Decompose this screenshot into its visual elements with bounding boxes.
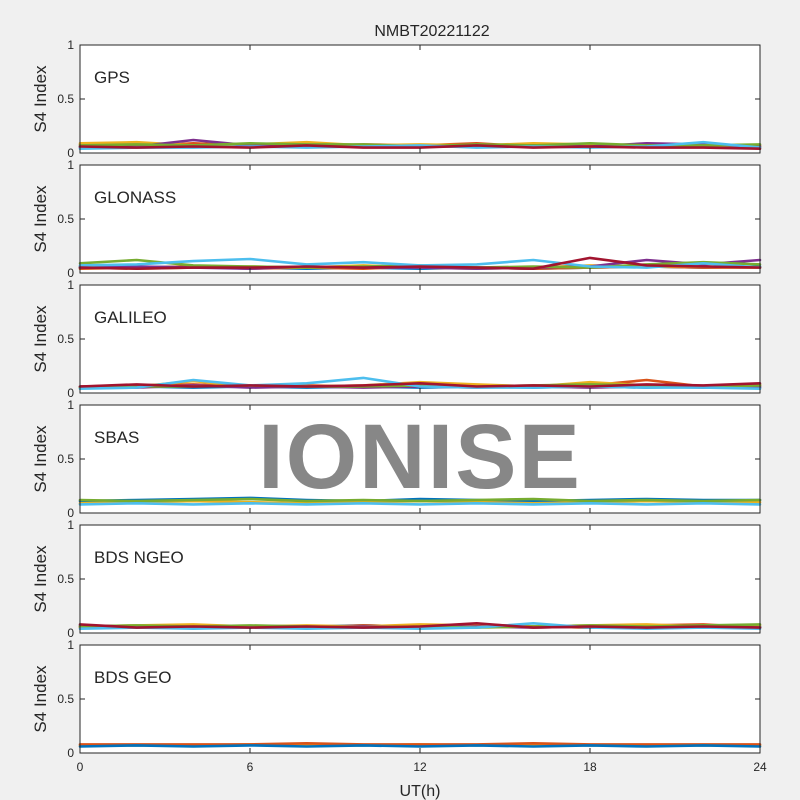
series-line-6 [78,144,762,150]
series-line-2 [78,497,762,503]
panels: 0 0.5 1 GPS S4 Index 0 0.5 1 GLONASS S4 Index 0 0.5… [31,38,767,774]
panel-2: 0 0.5 1 GALILEO S4 Index [31,278,762,400]
panel-label: GALILEO [94,308,167,327]
y-tick-label: 1 [67,638,74,652]
figure-title: NMBT20221122 [374,23,489,40]
series-line-1 [78,741,762,746]
x-tick-label: 24 [753,760,767,774]
series-line-6 [78,621,762,629]
axes-background [80,645,760,753]
x-tick-label: 18 [583,760,597,774]
y-tick-label: 0.5 [57,452,74,466]
series-line-3 [78,501,762,506]
y-tick-label: 0 [67,146,74,160]
y-tick-label: 0 [67,506,74,520]
y-axis-label: S4 Index [31,305,50,373]
y-tick-label: 0.5 [57,92,74,106]
axes-background [80,165,760,273]
panel-1: 0 0.5 1 GLONASS S4 Index [31,158,762,280]
x-tick-label: 12 [413,760,427,774]
y-tick-label: 1 [67,38,74,52]
y-tick-label: 0.5 [57,332,74,346]
y-tick-label: 0.5 [57,692,74,706]
y-tick-label: 0 [67,626,74,640]
panel-0: 0 0.5 1 GPS S4 Index [31,38,762,160]
y-axis-label: S4 Index [31,185,50,253]
panel-label: SBAS [94,428,139,447]
y-tick-label: 0 [67,386,74,400]
y-tick-label: 0 [67,266,74,280]
y-axis-label: S4 Index [31,665,50,733]
panel-4: 0 0.5 1 BDS NGEO S4 Index [31,518,762,640]
y-axis-label: S4 Index [31,425,50,493]
y-axis-label: S4 Index [31,545,50,613]
axes-background [80,405,760,513]
axes-background [80,45,760,153]
x-tick-label: 6 [247,760,254,774]
axes-background [80,525,760,633]
series-line-5 [78,376,762,391]
series-line-2 [78,623,762,628]
axes-background [80,285,760,393]
y-tick-label: 0.5 [57,572,74,586]
y-axis-label: S4 Index [31,65,50,133]
y-tick-label: 1 [67,158,74,172]
y-tick-label: 0.5 [57,212,74,226]
panel-label: GPS [94,68,130,87]
series-line-6 [78,381,762,388]
y-tick-label: 1 [67,518,74,532]
y-tick-label: 1 [67,398,74,412]
series-line-6 [78,256,762,271]
series-line-2 [78,744,762,748]
x-axis-label: UT(h) [400,783,441,800]
panel-label: BDS NGEO [94,548,184,567]
panel-3: 0 0.5 1 SBAS S4 Index [31,398,762,520]
y-tick-label: 1 [67,278,74,292]
y-tick-label: 0 [67,746,74,760]
watermark-text: IONISE [258,406,582,508]
panel-label: GLONASS [94,188,176,207]
x-tick-label: 0 [77,760,84,774]
panel-5: 0 0.5 1 0 6 12 18 24 BDS GEO S4 Index [31,638,767,774]
panel-label: BDS GEO [94,668,171,687]
